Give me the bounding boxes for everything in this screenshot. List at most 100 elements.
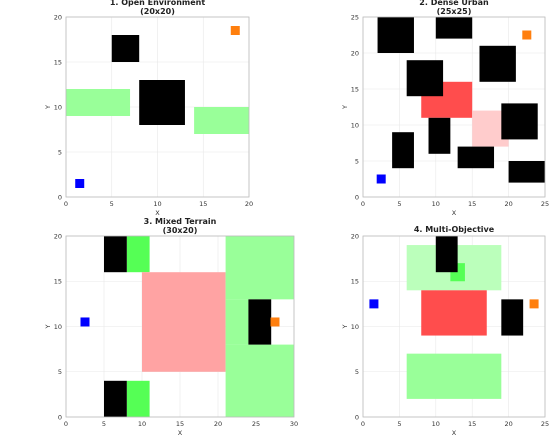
- y-tick-label: 15: [54, 278, 62, 286]
- obstacle-cell: [457, 146, 495, 169]
- plot-frame: [65, 16, 250, 198]
- zone-bright-green: [126, 236, 150, 273]
- obstacle-cell: [111, 35, 140, 62]
- x-tick-label: 20: [504, 420, 512, 428]
- x-tick-label: 5: [397, 420, 401, 428]
- y-tick-label: 20: [54, 13, 62, 21]
- zone-red: [421, 290, 487, 336]
- y-tick-label: 0: [58, 413, 62, 421]
- x-tick-label: 25: [541, 200, 549, 208]
- zone-green: [225, 299, 249, 345]
- start-marker: [369, 299, 379, 309]
- chart-subtitle: (20x20): [140, 7, 175, 16]
- chart-title: 3. Mixed Terrain: [144, 217, 217, 226]
- x-tick-label: 0: [64, 420, 68, 428]
- x-tick-label: 10: [153, 200, 161, 208]
- x-tick-label: 20: [245, 200, 253, 208]
- zone-green: [225, 344, 294, 417]
- obstacle-cell: [428, 117, 451, 154]
- y-tick-label: 0: [58, 193, 62, 201]
- x-tick-label: 30: [290, 420, 298, 428]
- plot-frame: [362, 16, 546, 198]
- plot-frame: [362, 235, 546, 418]
- x-tick-label: 15: [199, 200, 207, 208]
- x-axis-label: X: [452, 209, 457, 217]
- obstacle-cell: [377, 17, 414, 53]
- obstacle-cell: [479, 45, 516, 82]
- y-tick-label: 5: [355, 368, 359, 376]
- chart-title: 1. Open Environment: [110, 0, 206, 7]
- y-tick-label: 10: [351, 121, 359, 129]
- x-tick-label: 10: [432, 200, 440, 208]
- y-tick-label: 5: [58, 368, 62, 376]
- y-tick-label: 10: [54, 323, 62, 331]
- chart-title: 4. Multi-Objective: [414, 225, 495, 234]
- chart-panel-4: 0 5 10 15 20 25 0 5 10 15 20 X Y 4. Multi-Objective: [341, 225, 549, 437]
- start-marker: [80, 317, 90, 327]
- x-tick-label: 5: [102, 420, 106, 428]
- y-tick-label: 5: [58, 148, 62, 156]
- obstacle-cell: [139, 80, 185, 125]
- x-tick-label: 0: [361, 200, 365, 208]
- x-tick-label: 0: [64, 200, 68, 208]
- obstacle-cell: [501, 299, 524, 336]
- obstacle-cell: [406, 60, 444, 97]
- x-tick-label: 10: [138, 420, 146, 428]
- obstacle-cell: [435, 17, 473, 39]
- y-tick-label: 0: [355, 413, 359, 421]
- y-axis-label: Y: [44, 105, 52, 110]
- chart-title: 2. Dense Urban: [419, 0, 489, 7]
- chart-subtitle: (30x20): [163, 226, 198, 235]
- obstacle-cell: [435, 236, 458, 273]
- zone-green: [66, 89, 131, 116]
- x-tick-label: 5: [397, 200, 401, 208]
- y-axis-label: Y: [341, 105, 349, 110]
- zone-bright-green: [126, 380, 150, 417]
- x-tick-label: 20: [214, 420, 222, 428]
- x-tick-label: 25: [541, 420, 549, 428]
- y-tick-label: 10: [54, 103, 62, 111]
- start-marker: [376, 174, 386, 184]
- x-tick-label: 20: [504, 200, 512, 208]
- plot-frame: [65, 235, 295, 418]
- x-axis-label: X: [452, 429, 457, 436]
- y-tick-label: 20: [351, 49, 359, 57]
- x-tick-label: 15: [468, 420, 476, 428]
- y-tick-label: 25: [351, 13, 359, 21]
- y-tick-label: 20: [351, 232, 359, 240]
- zone-green: [406, 353, 502, 399]
- goal-marker: [529, 299, 539, 309]
- x-axis-label: X: [178, 429, 183, 436]
- x-tick-label: 15: [176, 420, 184, 428]
- zone-red-light: [142, 272, 226, 372]
- x-tick-label: 0: [361, 420, 365, 428]
- y-tick-label: 0: [355, 193, 359, 201]
- obstacle-cell: [392, 132, 414, 169]
- y-tick-label: 15: [54, 58, 62, 66]
- zone-green: [194, 107, 249, 134]
- chart-panel-2: 0 5 10 15 20 25 0 5 10 15 20 25 X Y 2. Dense Urban(25x…: [341, 0, 549, 217]
- zone-green: [225, 236, 294, 300]
- obstacle-cell: [508, 161, 545, 183]
- goal-marker: [230, 26, 240, 35]
- obstacle-cell: [248, 299, 272, 345]
- x-axis-label: X: [155, 209, 160, 217]
- obstacle-cell: [104, 380, 127, 417]
- obstacle-cell: [104, 236, 127, 273]
- y-tick-label: 15: [351, 85, 359, 93]
- y-tick-label: 15: [351, 278, 359, 286]
- goal-marker: [270, 317, 280, 327]
- y-axis-label: Y: [341, 324, 349, 329]
- obstacle-cell: [501, 103, 538, 140]
- y-tick-label: 10: [351, 323, 359, 331]
- chart-panel-1: 0 5 10 15 20 0 5 10 15 20 X Y 1. Open Environment(20…: [44, 0, 253, 217]
- x-tick-label: 25: [252, 420, 260, 428]
- x-tick-label: 5: [110, 200, 114, 208]
- goal-marker: [522, 30, 532, 40]
- chart-subtitle: (25x25): [437, 7, 472, 16]
- x-tick-label: 10: [432, 420, 440, 428]
- x-tick-label: 15: [468, 200, 476, 208]
- y-axis-label: Y: [44, 324, 52, 329]
- chart-panel-3: 0 5 10 15 20 25 30 0 5 10 15 20 X Y 3. Mixed Terrain(3…: [44, 217, 298, 437]
